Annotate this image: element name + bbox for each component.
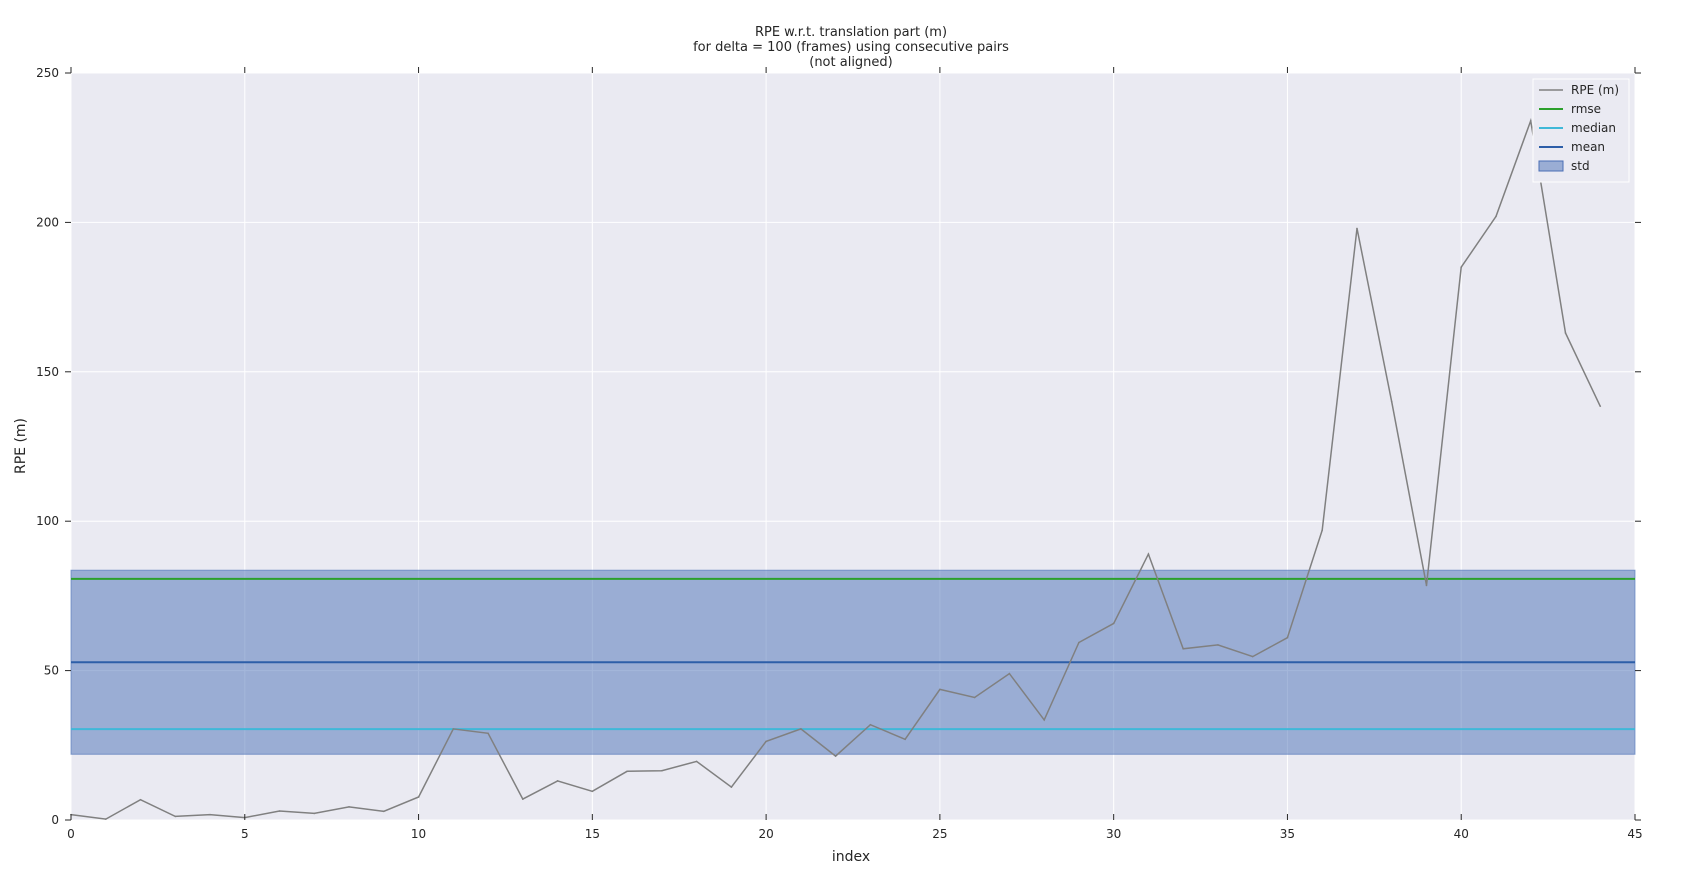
data-point-4 [209,813,211,816]
data-point-16 [626,770,628,773]
data-point-32 [1182,647,1184,650]
data-point-8 [348,806,350,808]
data-point-34 [1251,655,1254,658]
data-point-17 [661,769,663,772]
data-point-7 [313,812,316,815]
x-tick-label: 5 [241,827,249,841]
data-point-36 [1321,529,1323,531]
chart-title: RPE w.r.t. translation part (m) for delt… [693,25,1009,70]
data-point-9 [383,810,385,813]
legend-label: rmse [1571,102,1601,116]
x-tick-label: 45 [1627,827,1642,841]
y-tick-label: 200 [36,215,59,229]
chart-title-line-3: (not aligned) [809,55,893,70]
data-point-28 [1043,719,1045,721]
data-point-37 [1356,227,1358,230]
data-point-33 [1217,644,1219,646]
data-point-14 [556,780,559,782]
y-tick-labels: 0 50 100 150 200 250 [36,66,59,827]
y-tick-label: 250 [36,66,59,80]
data-point-39 [1425,584,1428,587]
x-tick-labels: 0 5 10 15 20 25 30 35 40 45 [67,827,1642,841]
y-axis-label: RPE (m) [13,418,29,474]
data-point-12 [487,732,489,735]
data-point-43 [1564,332,1567,334]
data-point-3 [174,815,177,818]
x-tick-label: 25 [932,827,947,841]
legend-label: std [1571,159,1590,173]
y-tick-label: 50 [44,664,59,678]
x-tick-label: 35 [1280,827,1295,841]
data-point-1 [104,818,107,820]
data-point-35 [1286,636,1289,639]
data-point-24 [904,738,906,741]
data-point-2 [139,798,142,801]
legend-swatch-std [1538,160,1564,172]
data-point-10 [417,796,420,798]
data-point-13 [522,798,524,800]
statistic-lines [71,577,1635,731]
legend-frame [1532,78,1630,183]
data-point-29 [1078,641,1080,644]
data-point-38 [1390,400,1393,403]
data-point-11 [452,728,455,730]
chart-title-line-2: for delta = 100 (frames) using consecuti… [693,40,1009,55]
data-point-44 [1599,405,1602,407]
data-point-19 [730,786,733,788]
axis-ticks [65,67,1641,821]
legend-label: median [1571,121,1616,135]
data-point-21 [800,728,802,730]
y-tick-label: 0 [51,813,59,827]
grid-lines [70,72,1636,821]
data-point-20 [765,740,767,743]
x-tick-label: 40 [1454,827,1469,841]
data-point-27 [1008,672,1011,675]
data-point-18 [695,760,698,763]
data-point-6 [278,810,281,812]
data-point-23 [869,723,872,726]
chart-title-line-1: RPE w.r.t. translation part (m) [755,25,947,40]
x-tick-label: 20 [758,827,773,841]
y-tick-label: 150 [36,365,59,379]
legend-label: mean [1571,140,1605,154]
data-point-22 [834,755,837,757]
data-point-31 [1147,553,1150,555]
x-tick-label: 30 [1106,827,1121,841]
data-point-15 [591,790,594,793]
legend-label: RPE (m) [1571,83,1619,97]
data-point-25 [939,688,941,691]
x-tick-label: 15 [585,827,600,841]
legend: RPE (m) rmse median mean std [1532,78,1630,183]
x-axis-label: index [832,849,870,865]
data-point-40 [1460,266,1463,269]
data-point-41 [1495,215,1497,218]
data-point-42 [1529,120,1532,122]
series-layer [70,117,1602,820]
x-tick-label: 0 [67,827,75,841]
data-point-26 [973,696,976,699]
y-tick-label: 100 [36,514,59,528]
x-tick-label: 10 [411,827,426,841]
data-point-30 [1112,622,1115,625]
